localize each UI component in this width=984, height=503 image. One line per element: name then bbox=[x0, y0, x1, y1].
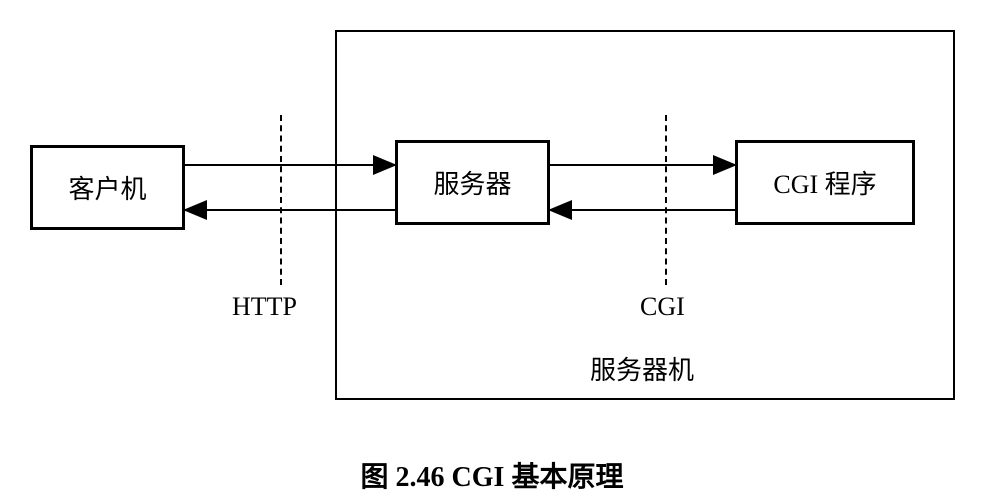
http-label: HTTP bbox=[232, 292, 297, 322]
server-machine-label: 服务器机 bbox=[590, 350, 694, 387]
http-divider bbox=[280, 115, 282, 285]
client-node: 客户机 bbox=[30, 145, 185, 230]
cgi-program-node: CGI 程序 bbox=[735, 140, 915, 225]
figure-caption: 图 2.46 CGI 基本原理 bbox=[0, 455, 984, 495]
cgi-divider bbox=[665, 115, 667, 285]
cgi-program-node-label: CGI 程序 bbox=[773, 164, 876, 201]
client-node-label: 客户机 bbox=[68, 169, 146, 206]
server-node: 服务器 bbox=[395, 140, 550, 225]
server-node-label: 服务器 bbox=[433, 164, 511, 201]
cgi-label: CGI bbox=[640, 292, 685, 322]
diagram-canvas: 客户机 服务器 CGI 程序 HTTP CGI 服务器机 图 2.46 CGI … bbox=[0, 0, 984, 503]
